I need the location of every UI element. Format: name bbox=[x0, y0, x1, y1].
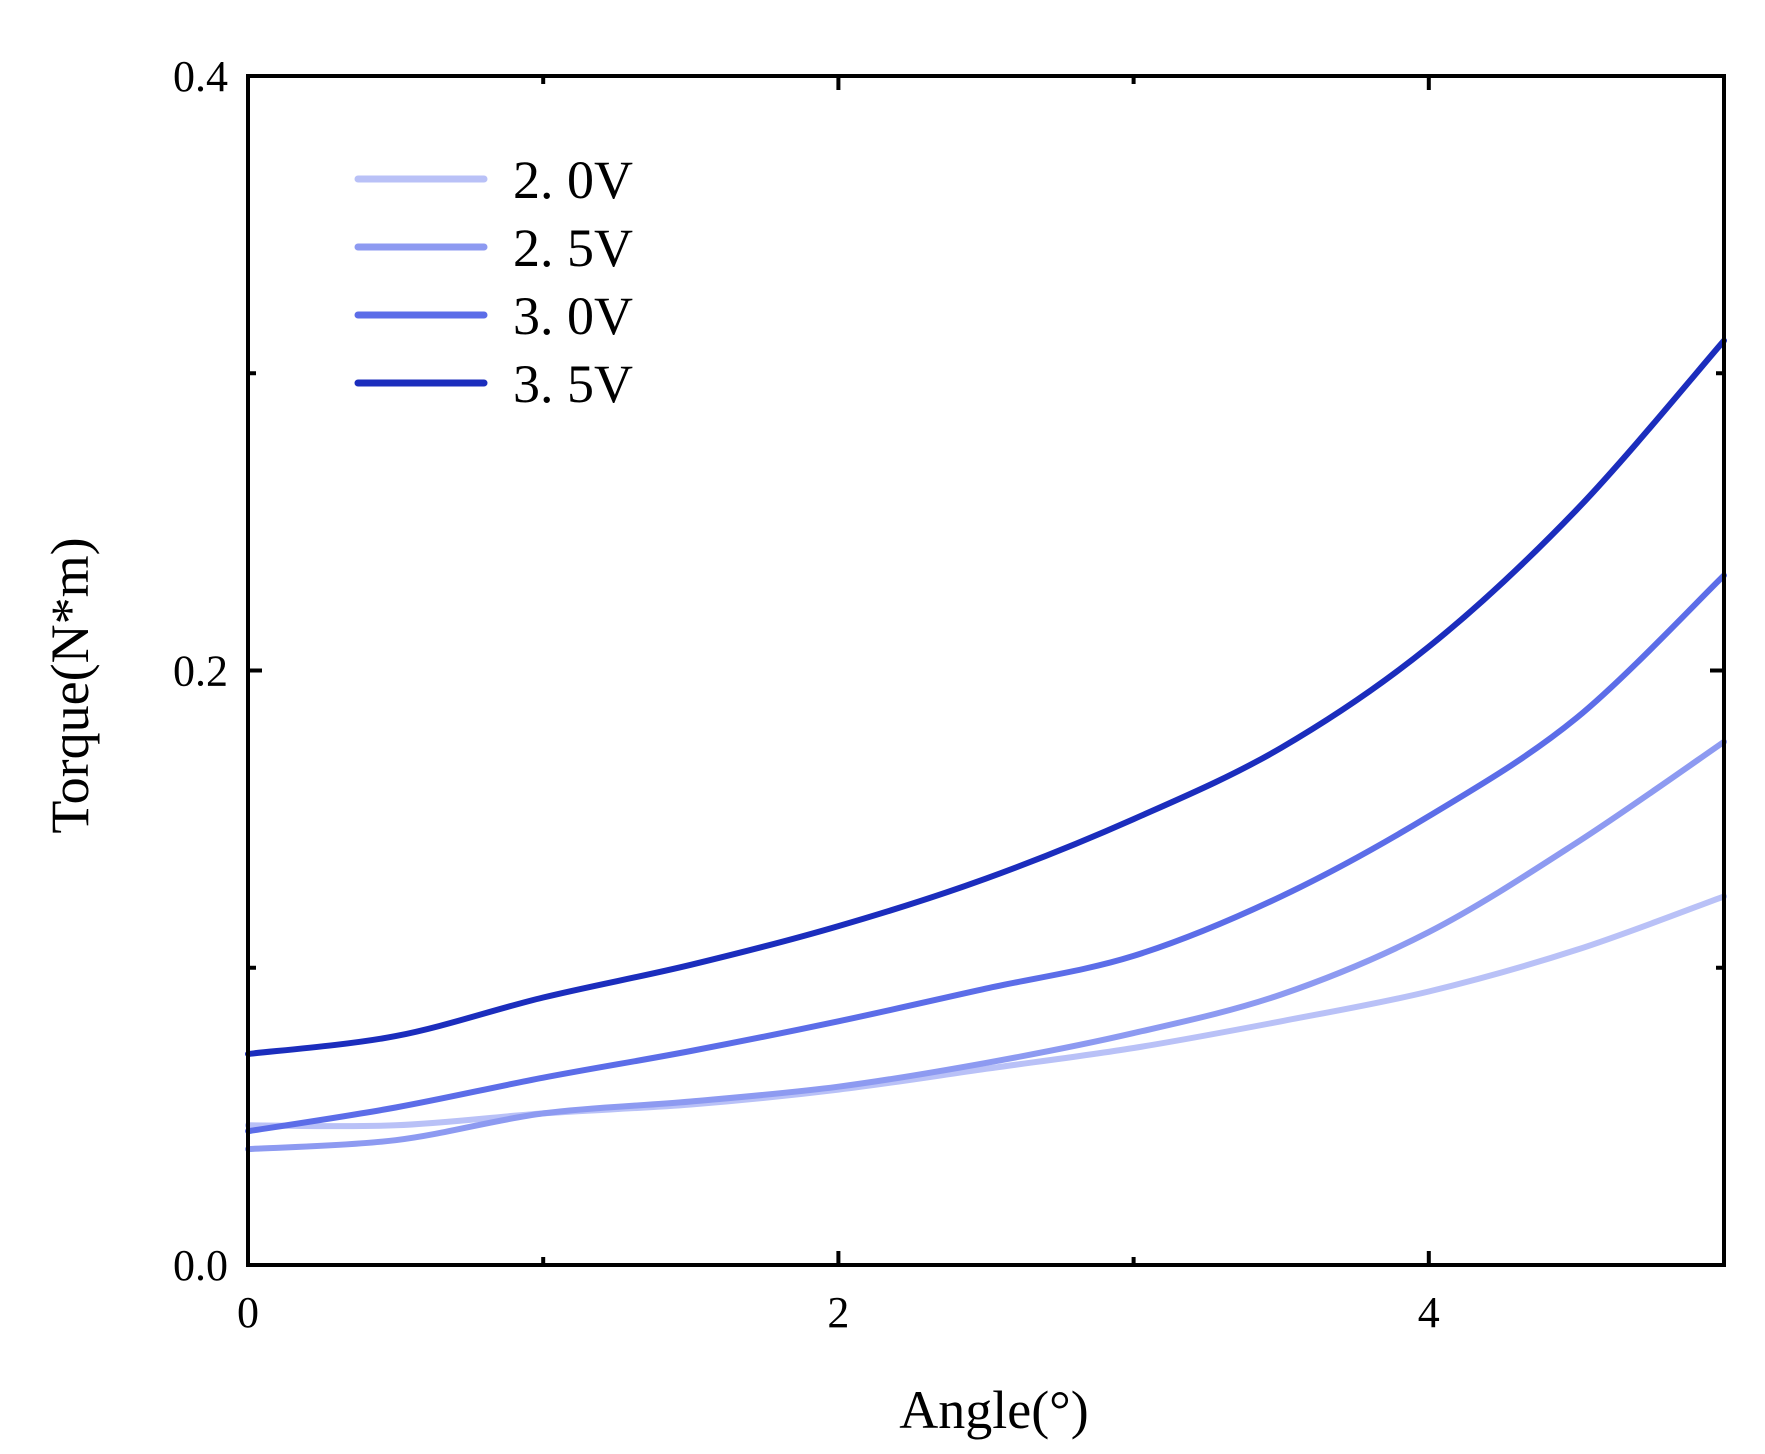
series-line-2 bbox=[245, 738, 1727, 1153]
x-tick-label: 4 bbox=[1418, 1288, 1440, 1337]
chart-marks bbox=[245, 337, 1727, 1153]
y-axis-title: Torque(N*m) bbox=[40, 537, 100, 833]
series-line-4 bbox=[245, 337, 1727, 1057]
series-line-3 bbox=[245, 572, 1727, 1135]
y-tick-label: 0.4 bbox=[173, 52, 228, 101]
legend-label-3: 3. 0V bbox=[513, 286, 633, 346]
legend-label-4: 3. 5V bbox=[513, 354, 633, 414]
axis-ticks bbox=[246, 74, 1724, 1267]
series-line-1 bbox=[245, 893, 1727, 1130]
legend-label-2: 2. 5V bbox=[513, 218, 633, 278]
legend-label-1: 2. 0V bbox=[513, 150, 633, 210]
plot-frame bbox=[246, 74, 1726, 1267]
y-tick-label: 0.2 bbox=[173, 647, 228, 696]
x-axis-title: Angle(°) bbox=[899, 1380, 1089, 1440]
x-tick-label: 2 bbox=[827, 1288, 849, 1337]
axis-tick-labels: 0 2 4 0.0 0.2 0.4 bbox=[173, 52, 1440, 1337]
y-tick-label: 0.0 bbox=[173, 1241, 228, 1290]
legend: 2. 0V 2. 5V 3. 0V 3. 5V bbox=[354, 150, 633, 414]
x-tick-label: 0 bbox=[237, 1288, 259, 1337]
